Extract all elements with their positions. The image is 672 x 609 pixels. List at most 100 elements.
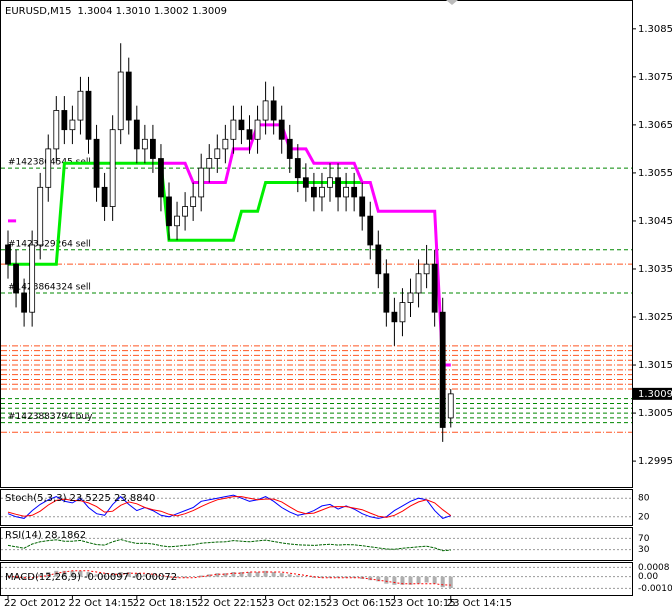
- chart-title: EURUSD,M15 1.3004 1.3010 1.3002 1.3009: [5, 6, 227, 17]
- candle-body: [230, 119, 237, 140]
- candle-body: [423, 263, 430, 275]
- macd-bar: [6, 575, 10, 577]
- candle-body: [149, 138, 156, 159]
- candle-body: [174, 215, 180, 227]
- macd-bar: [376, 576, 381, 582]
- stoch-label: Stoch(5,3,3) 23.5225 23.8840: [5, 493, 155, 504]
- x-tick-label: 22 Oct 18:15: [133, 598, 198, 609]
- candle-body: [69, 119, 76, 131]
- candle-body: [294, 158, 301, 179]
- y-tick-label: 1.3035: [638, 264, 672, 275]
- candle-body: [5, 244, 11, 265]
- macd-bar: [263, 570, 268, 577]
- macd-bar: [271, 572, 276, 577]
- candle-body: [431, 263, 438, 313]
- macd-bar: [408, 576, 413, 585]
- rsi-panel: [0, 527, 633, 561]
- macd-bar: [319, 576, 324, 578]
- shift-marker: [446, 0, 458, 5]
- candle-body: [391, 311, 398, 323]
- candle-body: [270, 100, 277, 121]
- candle-body: [415, 273, 422, 294]
- candle-body: [13, 263, 19, 294]
- macd-bar: [336, 576, 341, 578]
- candle-body: [286, 138, 293, 159]
- macd-bar: [344, 576, 349, 578]
- candle-body: [29, 244, 36, 313]
- macd-bar: [102, 575, 107, 577]
- candle-body: [319, 186, 325, 198]
- candle-body: [367, 215, 374, 246]
- candle-body: [335, 177, 341, 198]
- y-tick-label: 1.3065: [638, 120, 672, 131]
- order-label: #1423883794 buy: [8, 412, 93, 422]
- candle-body: [85, 90, 92, 140]
- y-tick-label: 0.00: [638, 572, 658, 582]
- macd-bar: [400, 576, 405, 585]
- candle-body: [407, 292, 414, 303]
- macd-bar: [440, 576, 445, 588]
- macd-bar: [311, 576, 316, 578]
- candle-body: [310, 186, 317, 198]
- candle-body: [246, 129, 253, 140]
- candle-body: [45, 148, 52, 188]
- y-tick-label: 1.3055: [638, 168, 672, 179]
- plot-area: 1.3085 1.3075 1.3065 1.3055 1.3045 1.3035 1.30…: [1, 24, 672, 609]
- macd-bar: [279, 573, 284, 577]
- macd-bar: [54, 570, 59, 577]
- candle-body: [214, 148, 221, 159]
- x-tick-label: 23 Oct 06:15: [326, 598, 391, 609]
- x-tick-label: 23 Oct 02:15: [262, 598, 327, 609]
- macd-bar: [167, 576, 171, 578]
- y-tick-label: 1.3025: [638, 312, 672, 323]
- candle-body: [37, 186, 44, 246]
- macd-label: MACD(12,26,9) -0.00097 -0.00072: [5, 572, 177, 583]
- macd-bar: [231, 572, 236, 577]
- candle-body: [447, 393, 454, 419]
- x-tick-label: 23 Oct 14:15: [447, 598, 512, 609]
- candle-body: [278, 119, 285, 140]
- macd-bar: [62, 570, 67, 577]
- macd-bar: [287, 574, 292, 577]
- macd-bar: [86, 572, 91, 577]
- macd-bar: [46, 572, 51, 577]
- macd-readout: -0.00097 -0.00072: [84, 572, 177, 583]
- candle-body: [109, 129, 116, 207]
- order-label: #1423829264 sell: [8, 239, 91, 249]
- candle-body: [343, 186, 350, 198]
- candle-body: [198, 167, 205, 198]
- stoch-name: Stoch(5,3,3): [5, 493, 67, 504]
- candle-body: [327, 177, 333, 188]
- x-tick-label: 22 Oct 2012: [4, 598, 66, 609]
- macd-bar: [328, 576, 332, 578]
- macd-bar: [126, 572, 131, 577]
- macd-bar: [392, 576, 397, 585]
- order-label: #1423864324 sell: [8, 282, 91, 292]
- candle-body: [133, 119, 140, 150]
- candle-body: [182, 206, 189, 217]
- candle-body: [190, 196, 197, 207]
- rsi-line: [7, 538, 451, 552]
- macd-bar: [223, 573, 228, 577]
- x-tick-label: 22 Oct 14:15: [68, 598, 133, 609]
- price-box: [633, 387, 672, 400]
- macd-bar: [142, 574, 147, 577]
- current-price: 1.3009: [638, 389, 672, 400]
- candle-body: [141, 138, 148, 150]
- candle-body: [93, 138, 100, 188]
- candle-body: [359, 196, 366, 217]
- main-panel: [0, 0, 633, 488]
- candle-body: [351, 186, 358, 198]
- candle-body: [21, 292, 28, 313]
- macd-bar: [239, 572, 244, 577]
- stoch-readout: 23.5225 23.8840: [69, 493, 155, 504]
- candle-body: [439, 311, 446, 428]
- candle-body: [222, 138, 229, 150]
- macd-bar: [295, 575, 300, 577]
- y-tick-label: 1.3005: [638, 408, 672, 419]
- candle-body: [117, 71, 124, 131]
- macd-bar: [70, 570, 75, 577]
- y-tick-label: 80: [638, 494, 650, 504]
- candle-body: [399, 302, 406, 323]
